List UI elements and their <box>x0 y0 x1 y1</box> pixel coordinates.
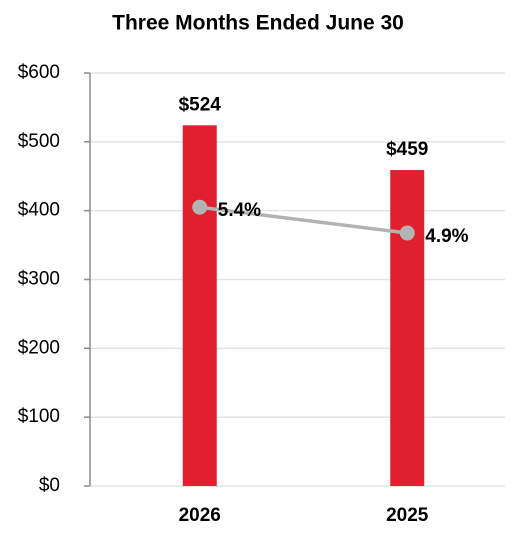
line-point <box>399 225 415 241</box>
y-tick-label: $100 <box>18 406 60 427</box>
bar <box>390 170 425 486</box>
y-tick-label: $0 <box>39 475 60 496</box>
y-tick-label: $200 <box>18 337 60 358</box>
x-tick-label: 2025 <box>386 505 429 526</box>
line-point <box>192 199 208 215</box>
y-tick-label: $600 <box>18 62 60 83</box>
bar-value-label: $459 <box>386 139 428 160</box>
line-value-label: 5.4% <box>218 200 261 221</box>
y-tick-label: $400 <box>18 200 60 221</box>
bar <box>182 125 217 487</box>
bar-value-label: $524 <box>179 94 222 115</box>
line <box>199 205 408 235</box>
chart-title: Three Months Ended June 30 <box>112 12 404 35</box>
y-tick-label: $500 <box>18 131 60 152</box>
line-value-label: 4.9% <box>425 226 468 247</box>
y-tick-label: $300 <box>18 269 60 290</box>
x-tick-label: 2026 <box>179 505 221 526</box>
